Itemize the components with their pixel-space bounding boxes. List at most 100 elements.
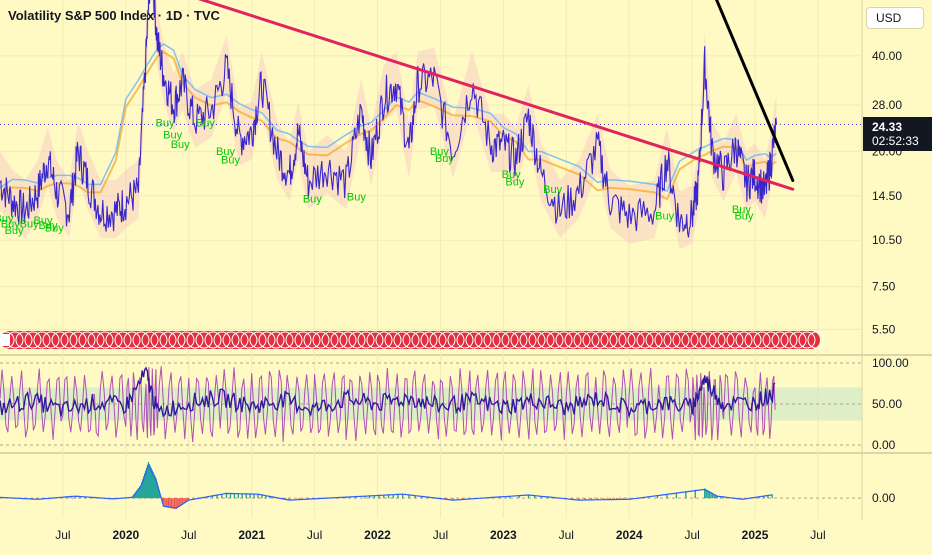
event-marker-icon [51, 331, 69, 349]
event-marker-icon [87, 331, 105, 349]
event-marker-icon [636, 331, 654, 349]
macd-line [0, 464, 773, 509]
x-tick-label: 2020 [112, 528, 139, 542]
event-marker-icon [429, 331, 447, 349]
event-marker-icon [609, 331, 627, 349]
event-marker-icon [555, 331, 573, 349]
event-marker-icon [537, 331, 555, 349]
event-marker-icon [348, 331, 366, 349]
event-marker-icon [582, 331, 600, 349]
x-tick-label: Jul [55, 528, 70, 542]
event-marker-icon [645, 331, 663, 349]
price-series-line [0, 0, 777, 238]
event-marker-icon [420, 331, 438, 349]
event-marker-icon [546, 331, 564, 349]
buy-signal-label: Buy [732, 204, 751, 216]
event-marker-icon [510, 331, 528, 349]
buy-signal-label: Buy [435, 153, 454, 165]
event-marker-icon [159, 331, 177, 349]
event-marker-icon [717, 331, 735, 349]
currency-button[interactable]: USD [866, 7, 924, 29]
event-marker-icon [258, 331, 276, 349]
event-marker-icon [384, 331, 402, 349]
event-marker-icon [753, 331, 771, 349]
event-marker-icon [807, 331, 825, 349]
buy-signal-label: Buy [655, 211, 674, 223]
event-marker-icon [663, 331, 681, 349]
event-marker-icon [294, 331, 312, 349]
event-marker-icon [267, 331, 285, 349]
chart-title: Volatility S&P 500 Index · 1D · TVC [8, 8, 220, 23]
event-marker-icon [114, 331, 132, 349]
event-marker-icon [438, 331, 456, 349]
event-marker-icon [600, 331, 618, 349]
flag-icon [0, 334, 10, 346]
x-tick-label: Jul [810, 528, 825, 542]
event-marker-icon [357, 331, 375, 349]
event-marker-icon [366, 331, 384, 349]
event-marker-icon [24, 331, 42, 349]
event-marker-icon [168, 331, 186, 349]
buy-signal-label: Buy [347, 192, 366, 204]
event-marker-icon [78, 331, 96, 349]
rsi-tick-label: 0.00 [872, 438, 896, 452]
x-tick-label: 2022 [364, 528, 391, 542]
event-marker-icon [627, 331, 645, 349]
trendline-red [197, 0, 795, 191]
buy-signal-label: Buy [303, 194, 322, 206]
x-tick-label: 2024 [616, 528, 643, 542]
buy-signal-label: Buy [543, 184, 562, 196]
event-marker-icon [15, 331, 33, 349]
ichimoku-cloud [0, 0, 777, 250]
ma-line-blue [0, 43, 777, 193]
bar-countdown: 02:52:33 [872, 134, 919, 148]
event-marker-icon [375, 331, 393, 349]
buy-signal-label: Buy [156, 117, 175, 129]
event-marker-icon [528, 331, 546, 349]
event-marker-icon [60, 331, 78, 349]
buy-signal-label: Buy [216, 146, 235, 158]
event-marker-icon [213, 331, 231, 349]
event-marker-icon [195, 331, 213, 349]
event-marker-icon [42, 331, 60, 349]
event-marker-icon [330, 331, 348, 349]
event-marker-icon [285, 331, 303, 349]
buy-signal-label: Buy [163, 129, 182, 141]
ma-line-orange [0, 50, 777, 201]
event-marker-icon [204, 331, 222, 349]
buy-signal-label: Buy [505, 177, 524, 189]
y-tick-label: 10.50 [872, 233, 902, 247]
event-marker-icon [492, 331, 510, 349]
event-marker-icon [519, 331, 537, 349]
event-marker-icon [222, 331, 240, 349]
buy-signal-label: Buy [221, 155, 240, 167]
rsi-line [0, 366, 776, 419]
event-marker-icon [96, 331, 114, 349]
buy-signal-label: Buy [1, 219, 20, 231]
event-marker-icon [708, 331, 726, 349]
event-marker-icon [672, 331, 690, 349]
stochastic-line [0, 366, 776, 443]
buy-signal-label: Buy [196, 117, 215, 129]
event-marker-icon [150, 331, 168, 349]
rsi-tick-label: 50.00 [872, 397, 902, 411]
x-tick-label: Jul [307, 528, 322, 542]
x-tick-label: 2025 [742, 528, 769, 542]
event-marker-icon [798, 331, 816, 349]
event-marker-icon [573, 331, 591, 349]
buy-signal-label: Buy [502, 169, 521, 181]
event-marker-icon [744, 331, 762, 349]
event-marker-icon [411, 331, 429, 349]
event-marker-icon [240, 331, 258, 349]
event-marker-icon [276, 331, 294, 349]
x-tick-label: Jul [181, 528, 196, 542]
event-marker-icon [681, 331, 699, 349]
y-tick-label: 14.50 [872, 189, 902, 203]
buy-signal-label: Buy [430, 146, 449, 158]
event-marker-icon [69, 331, 87, 349]
x-tick-label: 2021 [238, 528, 265, 542]
x-tick-label: Jul [433, 528, 448, 542]
event-marker-icon [564, 331, 582, 349]
